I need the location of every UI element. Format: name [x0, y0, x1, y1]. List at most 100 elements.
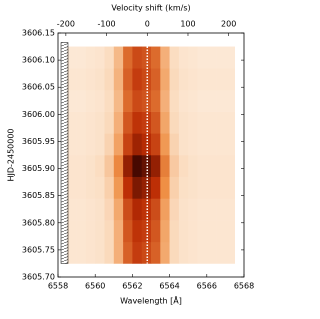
heatmap-cell: [85, 155, 96, 177]
heatmap-cell: [188, 198, 198, 221]
heatmap-cell: [216, 111, 226, 134]
heatmap-cell: [188, 68, 198, 91]
heatmap-cell: [160, 68, 170, 91]
y-tick-label: 3606.05: [22, 83, 55, 92]
heatmap-cell: [225, 133, 235, 156]
y-tick-label: 3606.10: [22, 56, 55, 65]
heatmap-cell: [169, 68, 180, 91]
heatmap-cell: [197, 89, 208, 112]
heatmap-cell: [178, 198, 189, 221]
heatmap-cell: [169, 46, 180, 69]
heatmap-cell: [104, 46, 115, 69]
heatmap-cell: [132, 241, 142, 264]
heatmap-cell: [132, 111, 142, 134]
heatmap-cell: [225, 155, 235, 177]
heatmap-cell: [141, 176, 152, 199]
heatmap-cell: [132, 198, 142, 221]
heatmap-cell: [132, 68, 142, 91]
heatmap-cell: [141, 241, 152, 264]
heatmap-cell: [178, 111, 189, 134]
heatmap-cell: [95, 46, 105, 69]
heatmap-cell: [188, 133, 198, 156]
heatmap-cell: [113, 155, 124, 177]
heatmap-cell: [197, 111, 208, 134]
heatmap-cell: [225, 89, 235, 112]
heatmap-cell: [132, 133, 142, 156]
y-tick-label: 3606.15: [22, 29, 55, 38]
heatmap-cell: [76, 176, 87, 199]
heatmap-cell: [151, 198, 161, 221]
heatmap-cell: [197, 133, 208, 156]
x2-tick-label: -200: [57, 20, 75, 29]
heatmap-cell: [169, 220, 180, 243]
heatmap-cell: [160, 198, 170, 221]
y-tick-label: 3605.95: [22, 137, 55, 146]
heatmap-cell: [113, 241, 124, 264]
x2-tick-label: -100: [97, 20, 115, 29]
heatmap-cell: [178, 176, 189, 199]
heatmap-cell: [160, 155, 170, 177]
heatmap-cell: [76, 241, 87, 264]
heatmap-cell: [188, 111, 198, 134]
heatmap-cell: [206, 133, 217, 156]
heatmap-cell: [95, 241, 105, 264]
heatmap-cell: [141, 198, 152, 221]
heatmap-cell: [160, 46, 170, 69]
heatmap-cell: [216, 241, 226, 264]
x2-axis-label: Velocity shift (km/s): [111, 4, 190, 13]
heatmap-cell: [85, 241, 96, 264]
heatmap-cell: [95, 220, 105, 243]
heatmap-cell: [104, 220, 115, 243]
heatmap-cell: [123, 155, 133, 177]
heatmap-cell: [188, 89, 198, 112]
heatmap-cell: [113, 111, 124, 134]
heatmap-cell: [169, 155, 180, 177]
heatmap-cell: [113, 176, 124, 199]
heatmap-cell: [104, 68, 115, 91]
heatmap-cell: [76, 111, 87, 134]
heatmap-cell: [113, 198, 124, 221]
heatmap-cell: [151, 176, 161, 199]
heatmap-cell: [197, 68, 208, 91]
heatmap-cell: [160, 241, 170, 264]
heatmap-cell: [188, 46, 198, 69]
heatmap-cell: [225, 241, 235, 264]
heatmap-cell: [104, 198, 115, 221]
chart: Velocity shift (km/s) Wavelength [Å] HJD…: [7, 4, 255, 306]
heatmap-cell: [178, 155, 189, 177]
heatmap-cell: [67, 220, 77, 243]
heatmap-cell: [178, 220, 189, 243]
heatmap-cell: [67, 176, 77, 199]
heatmap-cell: [197, 46, 208, 69]
heatmap-cell: [225, 176, 235, 199]
y-tick-label: 3605.70: [22, 273, 55, 282]
heatmap-cell: [85, 176, 96, 199]
heatmap-cell: [197, 155, 208, 177]
heatmap-cell: [113, 89, 124, 112]
y-tick-label: 3606.00: [22, 110, 55, 119]
heatmap-cell: [197, 241, 208, 264]
heatmap-cell: [104, 133, 115, 156]
heatmap-cell: [76, 198, 87, 221]
heatmap-cell: [225, 111, 235, 134]
heatmap-cell: [123, 68, 133, 91]
heatmap-cell: [216, 46, 226, 69]
heatmap-cell: [85, 198, 96, 221]
heatmap-cell: [216, 89, 226, 112]
heatmap-cell: [95, 89, 105, 112]
heatmap-cell: [104, 155, 115, 177]
heatmap-cell: [188, 155, 198, 177]
heatmap-cell: [67, 68, 77, 91]
heatmap-cell: [151, 241, 161, 264]
x-tick-label: 6558: [48, 282, 68, 291]
heatmap-cell: [188, 176, 198, 199]
y-tick-label: 3605.80: [22, 218, 55, 227]
heatmap-cell: [85, 133, 96, 156]
x2-tick-label: 200: [221, 20, 236, 29]
heatmap-cell: [178, 68, 189, 91]
heatmap-cell: [169, 133, 180, 156]
heatmap-cell: [225, 46, 235, 69]
heatmap-cell: [141, 220, 152, 243]
heatmap-cell: [123, 220, 133, 243]
